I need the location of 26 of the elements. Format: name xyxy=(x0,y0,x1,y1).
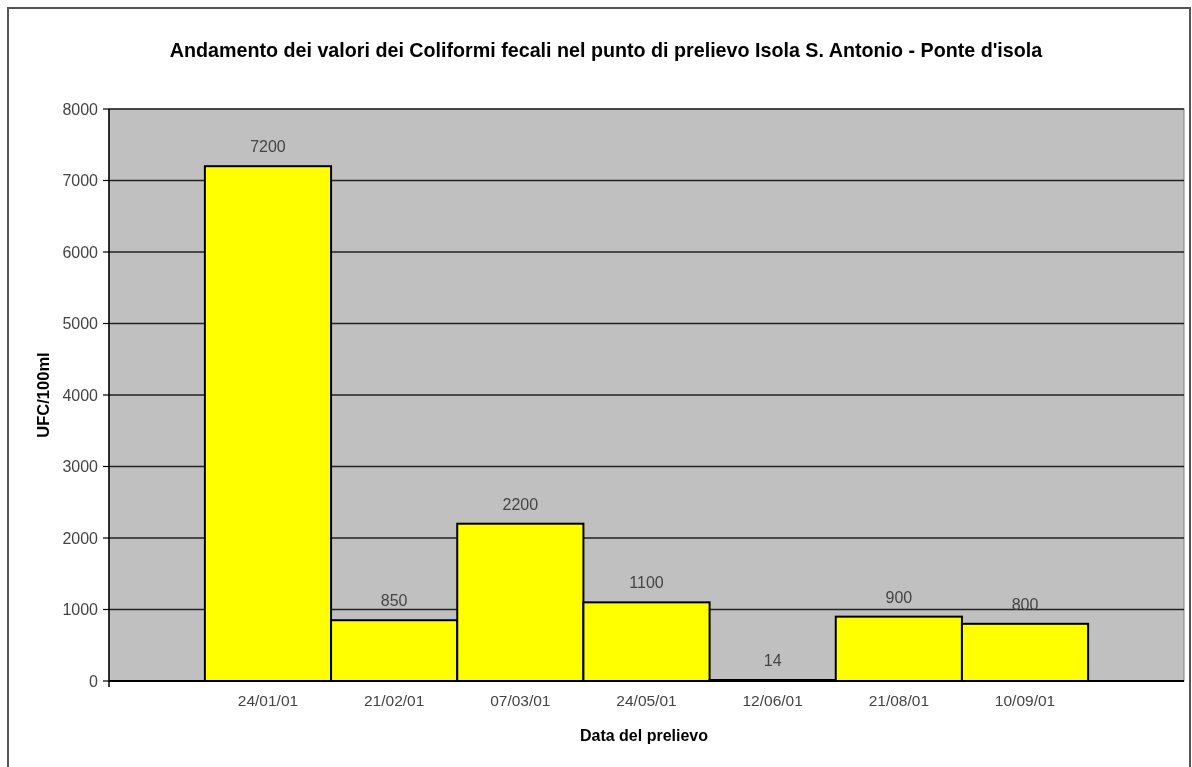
y-axis-title: UFC/100ml xyxy=(34,352,52,438)
y-tick-label: 2000 xyxy=(62,529,99,547)
x-tick-label: 21/02/01 xyxy=(363,692,425,709)
data-label: 800 xyxy=(1011,595,1039,613)
x-tick-label: 24/05/01 xyxy=(616,692,677,709)
data-label: 850 xyxy=(380,592,408,610)
x-tick-label: 12/06/01 xyxy=(742,692,803,709)
y-tick-label: 7000 xyxy=(62,172,99,190)
chart-title: Andamento dei valori dei Coliformi fecali nel punto di prelievo Isola S. Antonio - Ponte d'isola xyxy=(169,39,1044,61)
x-tick-label: 07/03/01 xyxy=(490,692,551,709)
data-label: 14 xyxy=(763,652,782,669)
y-tick-label: 4000 xyxy=(62,386,99,404)
data-label: 1100 xyxy=(629,574,664,592)
x-tick-label: 21/08/01 xyxy=(868,692,930,709)
x-tick-label: 24/01/01 xyxy=(237,692,299,709)
y-tick-label: 6000 xyxy=(62,243,99,261)
y-tick-label: 1000 xyxy=(62,601,99,619)
x-tick-label: 10/09/01 xyxy=(994,692,1056,709)
data-label: 2200 xyxy=(502,495,539,513)
y-tick-label: 0 xyxy=(89,672,99,690)
data-label: 7200 xyxy=(250,138,286,156)
y-tick-label: 5000 xyxy=(62,315,99,333)
y-tick-label: 8000 xyxy=(62,100,99,118)
x-axis-title: Data del prelievo xyxy=(579,727,709,744)
y-tick-label: 3000 xyxy=(62,458,99,476)
data-label: 900 xyxy=(885,588,913,606)
